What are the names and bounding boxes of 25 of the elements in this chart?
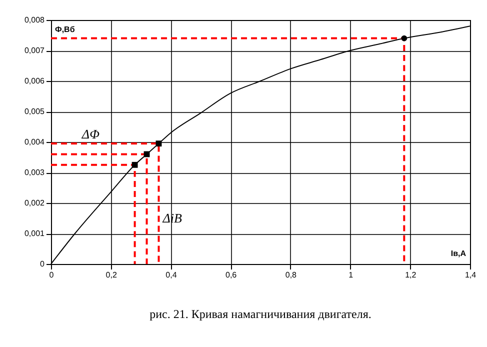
x-tick-label: 0,8 <box>285 270 298 280</box>
x-tick-label: 0,2 <box>106 270 118 280</box>
point <box>156 140 162 146</box>
x-axis-title: Iв,А <box>450 249 466 258</box>
y-tick-label: 0,006 <box>24 76 46 86</box>
x-tick-label: 1 <box>348 270 354 280</box>
y-tick-label: 0,007 <box>24 46 46 55</box>
point <box>401 35 408 42</box>
y-tick-label: 0,001 <box>24 229 46 238</box>
point <box>132 162 138 168</box>
point <box>144 151 150 158</box>
annotation: ΔΦ <box>80 126 100 142</box>
x-tick-label: 1,4 <box>464 270 477 280</box>
x-tick-label: 0 <box>49 270 54 280</box>
x-tick-label: 0,4 <box>166 270 178 280</box>
x-tick-label: 1,2 <box>405 270 417 280</box>
text: рис. 21. Кривая намагничивания двигателя. <box>150 307 372 321</box>
y-tick-label: 0 <box>40 260 46 268</box>
y-tick-label: 0,002 <box>24 198 46 208</box>
y-tick-label: 0,004 <box>24 138 46 146</box>
y-axis-title: Ф,Вб <box>55 25 75 34</box>
y-tick-label: 0,008 <box>24 16 46 24</box>
y-tick-label: 0,003 <box>24 168 46 177</box>
x-tick-label: 0,6 <box>226 270 238 280</box>
y-tick-label: 0,005 <box>24 107 46 116</box>
